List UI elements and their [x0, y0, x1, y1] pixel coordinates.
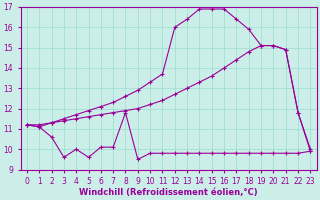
X-axis label: Windchill (Refroidissement éolien,°C): Windchill (Refroidissement éolien,°C)	[79, 188, 258, 197]
